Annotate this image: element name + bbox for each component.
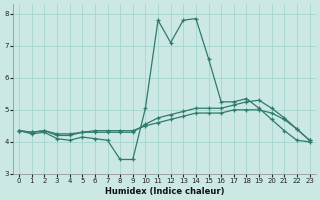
X-axis label: Humidex (Indice chaleur): Humidex (Indice chaleur) [105, 187, 224, 196]
